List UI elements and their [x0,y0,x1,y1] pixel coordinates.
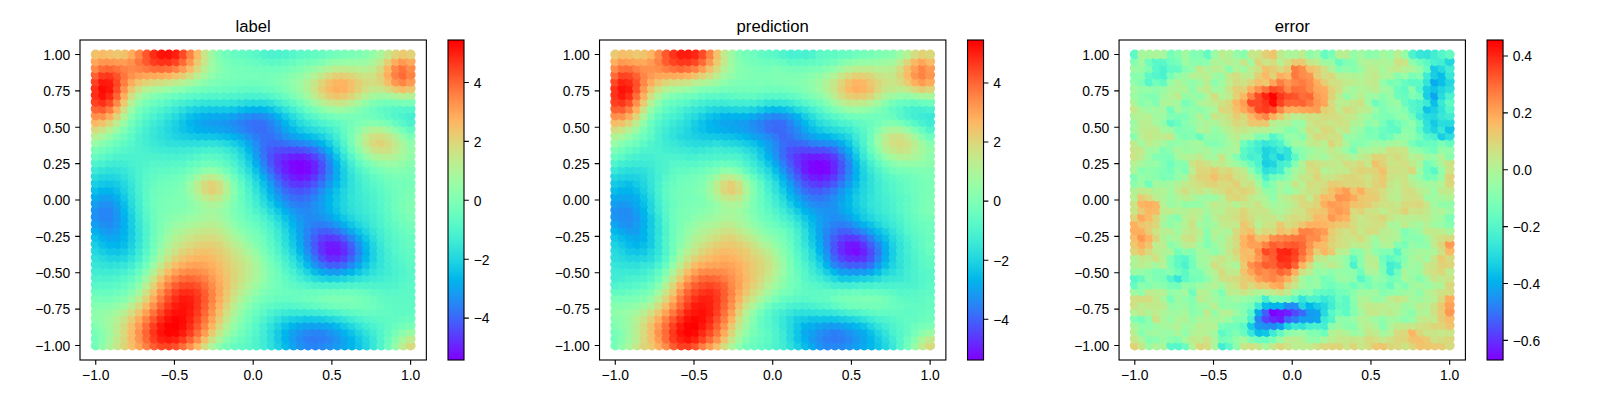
svg-text:1.0: 1.0 [401,367,421,383]
svg-text:−0.50: −0.50 [1074,265,1109,281]
svg-text:0.50: 0.50 [1082,120,1109,136]
svg-text:1.00: 1.00 [1082,47,1109,63]
svg-text:0.25: 0.25 [563,156,590,172]
svg-text:4: 4 [474,75,482,91]
svg-text:−0.5: −0.5 [1200,367,1228,383]
svg-text:−1.0: −1.0 [82,367,110,383]
svg-text:−0.50: −0.50 [35,265,70,281]
svg-text:−0.75: −0.75 [1074,301,1109,317]
svg-text:−2: −2 [474,252,490,268]
svg-text:−1.00: −1.00 [555,338,590,354]
svg-text:0.00: 0.00 [563,192,590,208]
svg-text:0.2: 0.2 [1513,105,1533,121]
svg-text:0.0: 0.0 [1513,162,1533,178]
svg-text:0.00: 0.00 [1082,192,1109,208]
svg-text:0: 0 [993,193,1001,209]
svg-text:−0.2: −0.2 [1513,219,1541,235]
svg-text:0.0: 0.0 [763,367,783,383]
svg-text:0.5: 0.5 [322,367,342,383]
svg-text:0.50: 0.50 [43,120,70,136]
svg-text:0.50: 0.50 [563,120,590,136]
svg-text:−0.75: −0.75 [555,301,590,317]
svg-text:−0.75: −0.75 [35,301,70,317]
svg-text:1.0: 1.0 [1440,367,1460,383]
svg-text:0.75: 0.75 [1082,83,1109,99]
svg-text:0.4: 0.4 [1513,48,1533,64]
svg-text:0.75: 0.75 [43,83,70,99]
svg-text:−0.5: −0.5 [680,367,708,383]
svg-text:0.5: 0.5 [1361,367,1381,383]
svg-text:−4: −4 [474,310,490,326]
svg-text:−1.00: −1.00 [1074,338,1109,354]
svg-text:−0.6: −0.6 [1513,333,1541,349]
svg-text:−1.00: −1.00 [35,338,70,354]
svg-text:−0.25: −0.25 [35,229,70,245]
svg-text:0.0: 0.0 [1283,367,1303,383]
svg-text:0: 0 [474,193,482,209]
svg-text:−0.25: −0.25 [1074,229,1109,245]
svg-text:0.25: 0.25 [43,156,70,172]
svg-text:1.00: 1.00 [43,47,70,63]
svg-text:0.0: 0.0 [244,367,264,383]
svg-text:1.0: 1.0 [920,367,940,383]
svg-text:−4: −4 [993,312,1009,328]
svg-text:2: 2 [993,134,1001,150]
svg-text:−0.4: −0.4 [1513,276,1541,292]
svg-text:0.25: 0.25 [1082,156,1109,172]
svg-text:−0.25: −0.25 [555,229,590,245]
svg-text:−0.50: −0.50 [555,265,590,281]
svg-text:−0.5: −0.5 [161,367,189,383]
svg-text:0.75: 0.75 [563,83,590,99]
svg-text:−1.0: −1.0 [1121,367,1149,383]
svg-text:1.00: 1.00 [563,47,590,63]
svg-text:label: label [236,17,271,36]
svg-text:0.5: 0.5 [842,367,862,383]
svg-text:0.00: 0.00 [43,192,70,208]
svg-text:error: error [1275,17,1311,36]
svg-text:−2: −2 [993,253,1009,269]
svg-text:2: 2 [474,134,482,150]
svg-text:4: 4 [993,75,1001,91]
svg-text:−1.0: −1.0 [602,367,630,383]
svg-text:prediction: prediction [737,17,809,36]
